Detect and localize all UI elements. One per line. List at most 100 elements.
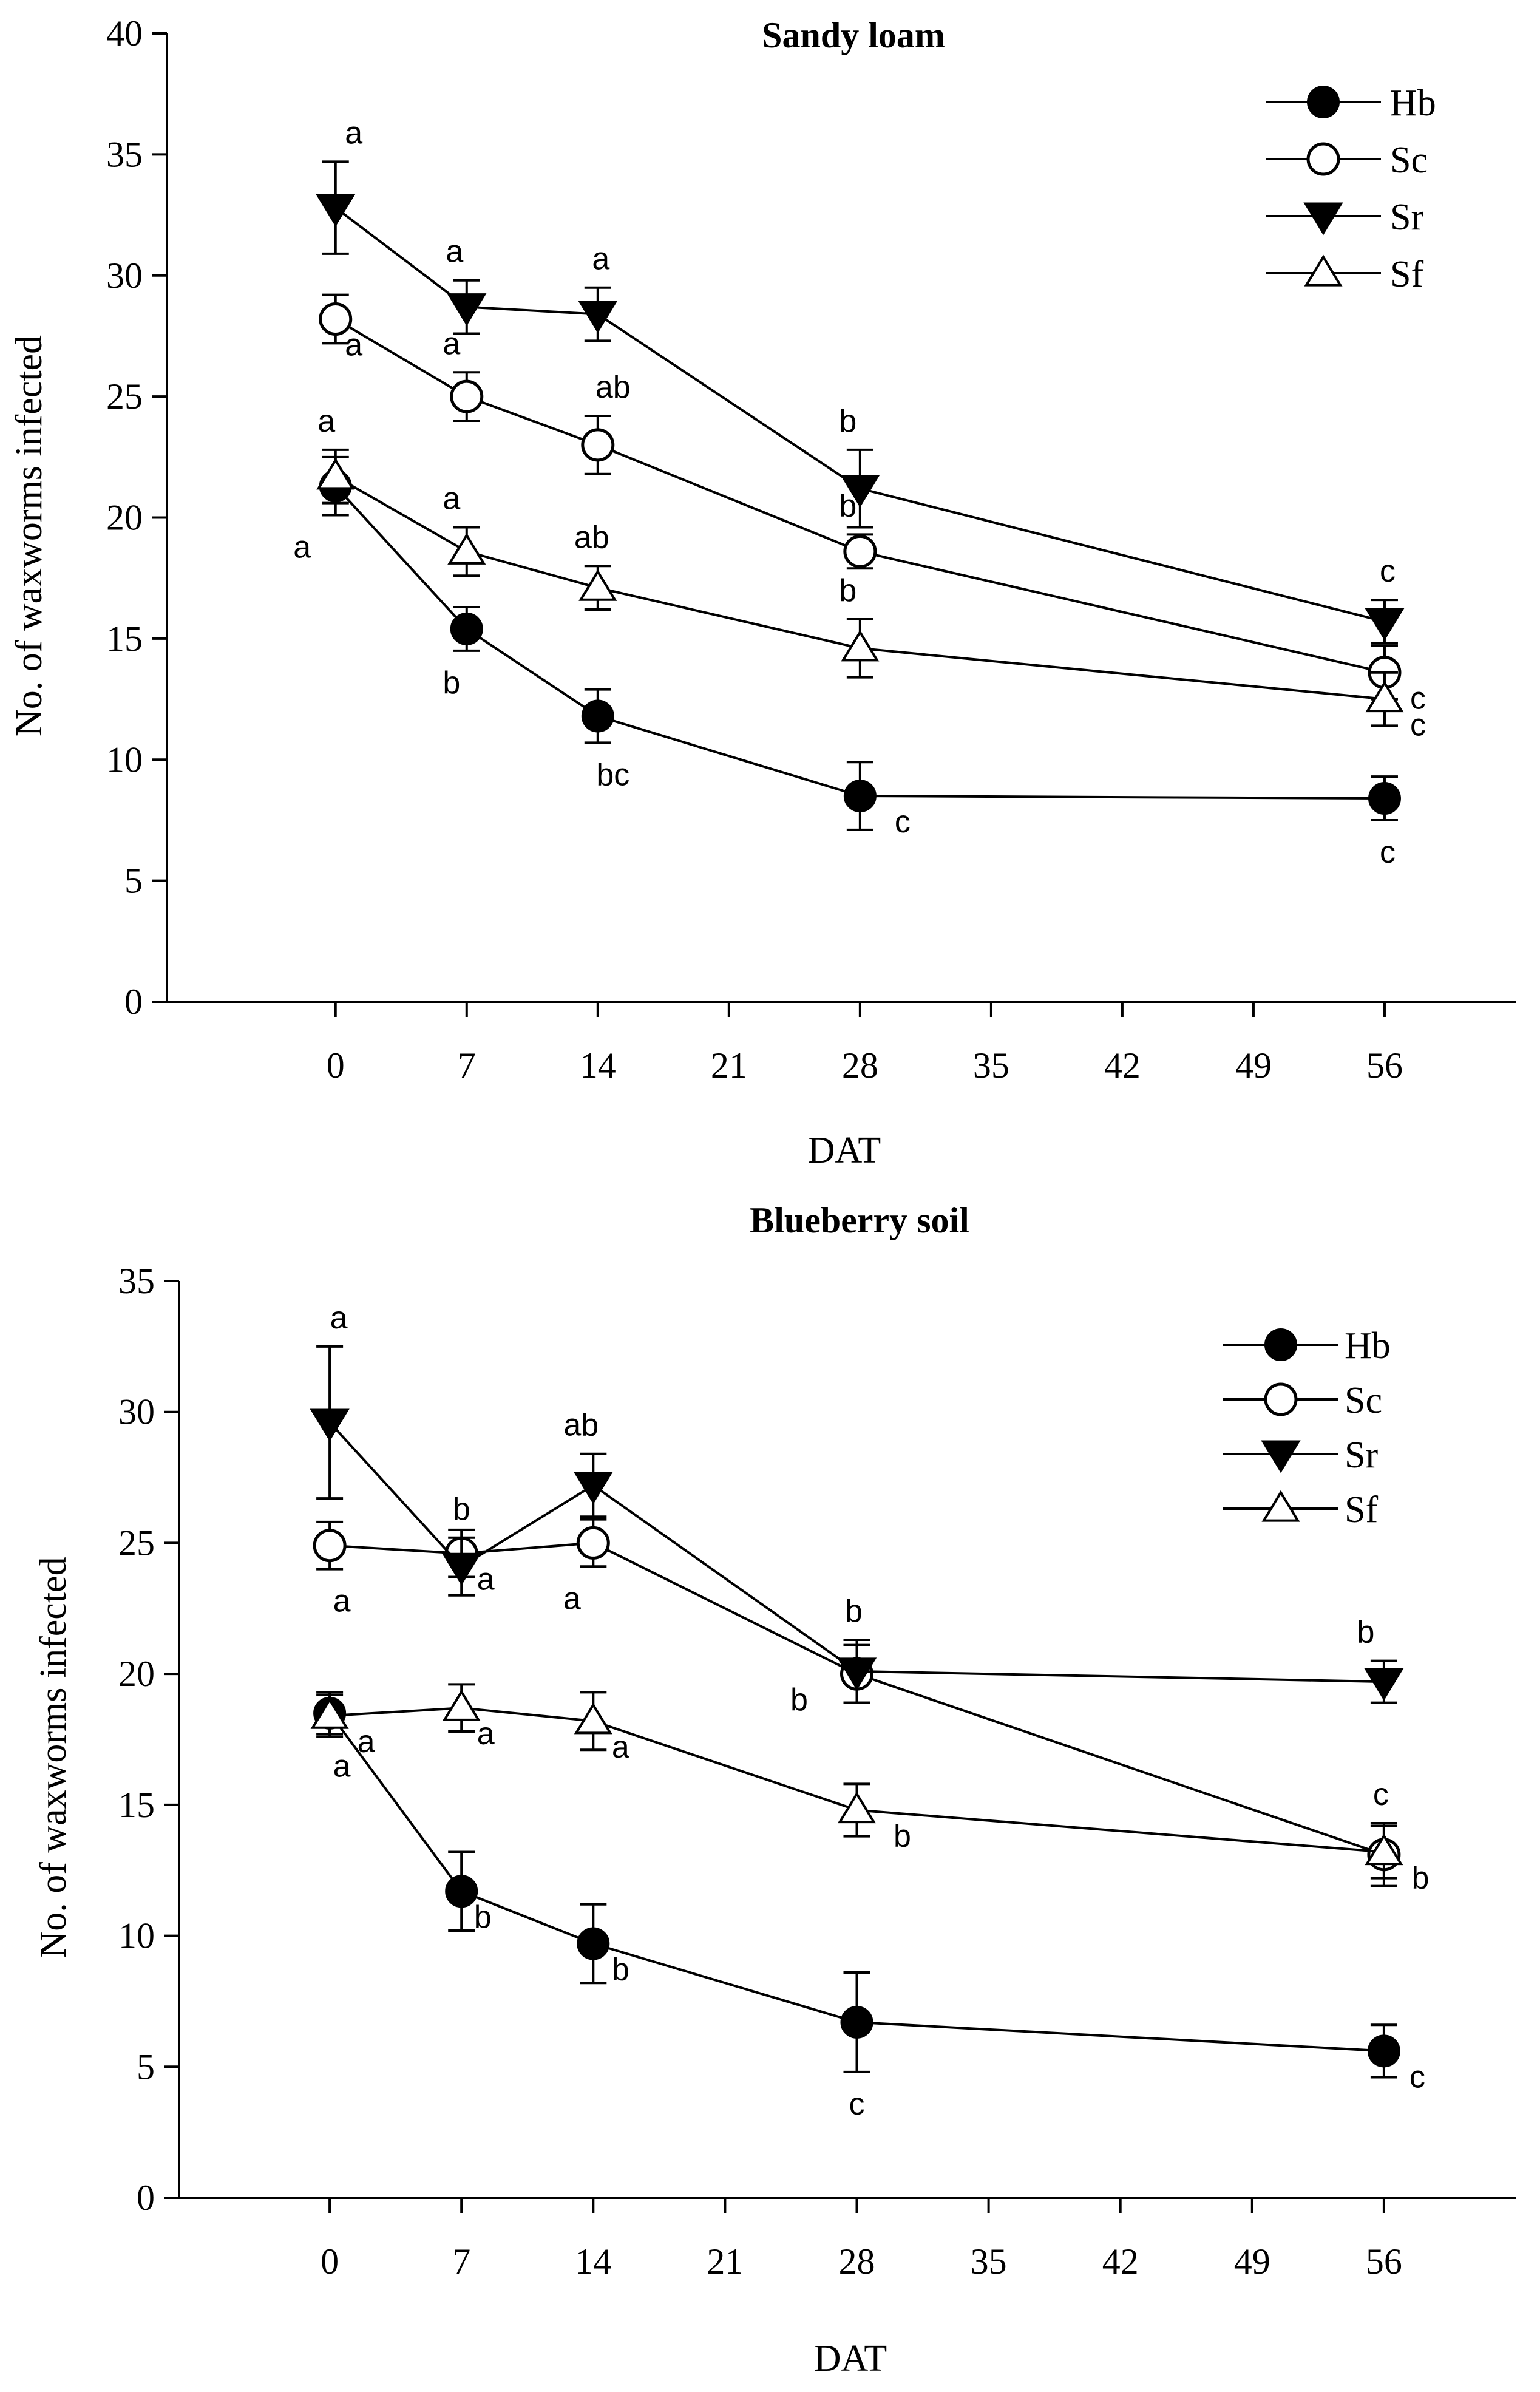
y-axis-title: No. of waxworms infected (8, 335, 50, 736)
significance-letter: ab (574, 520, 609, 555)
legend-item-sr: Sr (1266, 197, 1423, 238)
significance-letter: b (1411, 1861, 1429, 1896)
data-point-hb (1367, 2034, 1400, 2068)
data-point-sr (310, 1408, 350, 1442)
significance-letter: b (845, 1594, 863, 1629)
series-hb: a b b c c (313, 1691, 1425, 2122)
series-sr: aa abc (316, 115, 1405, 645)
x-tick-label: 35 (973, 1045, 1009, 1086)
y-tick-label: 35 (106, 134, 143, 174)
significance-letter: a (592, 242, 609, 277)
data-point-sr (316, 194, 356, 227)
data-point-hb (840, 2005, 873, 2039)
significance-letter: a (358, 1724, 375, 1759)
series-sf: a a ab b c (316, 404, 1426, 743)
x-axis-title: DAT (808, 1130, 881, 1171)
x-tick-label: 0 (327, 1045, 345, 1086)
y-tick-label: 20 (106, 498, 143, 538)
legend-item-sf: Sf (1266, 254, 1423, 295)
legend-marker (1261, 1440, 1301, 1473)
x-tick-label: 49 (1234, 2241, 1270, 2282)
data-point-hb (445, 1875, 478, 1908)
data-point-sf (316, 458, 355, 490)
significance-letter: a (345, 115, 362, 151)
significance-letter: b (1357, 1615, 1374, 1650)
data-point-sf (1365, 681, 1404, 713)
significance-letter: b (894, 1818, 911, 1853)
y-tick-label: 25 (106, 376, 143, 416)
x-tick-label: 21 (711, 1045, 747, 1086)
data-point-hb (581, 699, 614, 733)
data-point-sr (1364, 1668, 1404, 1701)
y-tick-label: 15 (106, 619, 143, 659)
legend-item-sc: Sc (1266, 140, 1428, 181)
x-tick-label: 28 (839, 2241, 875, 2282)
legend-marker (1261, 1490, 1300, 1522)
data-point-sc (581, 428, 615, 462)
significance-letter: a (317, 404, 335, 439)
legend-label: Sf (1345, 1489, 1378, 1531)
data-point-sr (441, 1552, 481, 1586)
x-tick-label: 56 (1366, 2241, 1402, 2282)
significance-letter: b (612, 1952, 629, 1988)
significance-letter: a (293, 530, 311, 565)
significance-letter: bc (596, 757, 629, 792)
significance-letter: a (563, 1581, 581, 1616)
legend-item-sr: Sr (1223, 1435, 1378, 1476)
data-point-sr (836, 1657, 877, 1691)
significance-letter: a (333, 1584, 351, 1619)
significance-letter: a (446, 234, 463, 270)
data-point-sc (576, 1526, 610, 1560)
significance-letter: a (443, 481, 460, 516)
x-axis-title: DAT (814, 2338, 887, 2379)
chart-2: Blueberry soil 0 5 10 15 20 25 30 35 0 7 14 21 28 35 42… (33, 1200, 1516, 2379)
x-tick-label: 14 (580, 1045, 616, 1086)
significance-letter: c (1409, 2059, 1425, 2095)
significance-letter: b (839, 573, 856, 608)
legend-label: Hb (1345, 1325, 1391, 1367)
y-tick-label: 10 (106, 739, 143, 780)
data-point-sc (843, 534, 877, 568)
x-tick-label: 14 (575, 2241, 611, 2282)
x-tick-label: 35 (971, 2241, 1007, 2282)
significance-letter: c (1373, 1777, 1389, 1812)
legend-item-hb: Hb (1266, 83, 1436, 124)
data-point-sr (447, 293, 487, 326)
data-point-hb (577, 1927, 610, 1960)
significance-letter: b (474, 1900, 492, 1935)
significance-letter: c (1380, 835, 1396, 870)
data-point-sr (1365, 608, 1405, 641)
x-tick-label: 0 (321, 2241, 339, 2282)
y-tick-label: 15 (118, 1785, 155, 1825)
x-tick-label: 56 (1366, 1045, 1403, 1086)
y-tick-label: 5 (137, 2047, 155, 2087)
data-point-sf (1365, 1833, 1403, 1866)
data-point-sf (578, 569, 617, 601)
legend-marker (1304, 254, 1343, 287)
y-tick-label: 0 (137, 2178, 155, 2218)
legend-item-sc: Sc (1223, 1380, 1382, 1421)
y-tick-label: 10 (118, 1916, 155, 1956)
y-tick-label: 0 (124, 982, 143, 1022)
x-tick-label: 49 (1235, 1045, 1272, 1086)
significance-letter: a (345, 328, 362, 363)
significance-letter: c (1410, 681, 1426, 716)
y-tick-label: 25 (118, 1523, 155, 1563)
significance-letter: b (839, 404, 856, 439)
legend-marker (1303, 202, 1343, 236)
data-point-sr (840, 475, 880, 508)
significance-letter: ab (595, 370, 631, 405)
data-point-sc (450, 379, 484, 413)
data-point-sr (573, 1472, 613, 1504)
significance-letter: a (477, 1716, 495, 1752)
x-tick-label: 42 (1102, 2241, 1139, 2282)
chart-title: Blueberry soil (750, 1200, 969, 1240)
significance-letter: c (895, 804, 911, 840)
y-tick-label: 40 (106, 13, 143, 53)
data-point-hb (1368, 782, 1401, 815)
legend-item-sf: Sf (1223, 1489, 1378, 1531)
chart-1: Sandy loam 0 5 10 15 20 25 30 35 40 0 7 14 21 28 35 42 49… (8, 13, 1516, 1171)
